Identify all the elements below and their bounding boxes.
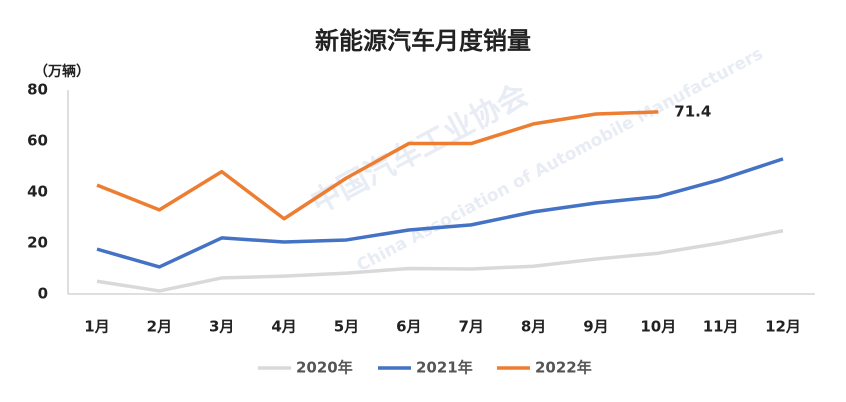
x-tick-label: 8月	[521, 318, 546, 336]
y-tick-label: 40	[27, 183, 48, 201]
legend-label: 2021年	[416, 359, 473, 377]
x-tick-label: 6月	[396, 318, 421, 336]
x-tick-label: 7月	[458, 318, 483, 336]
value-label: 71.4	[674, 102, 711, 120]
y-tick-label: 20	[27, 234, 48, 252]
y-tick-label: 0	[38, 285, 48, 303]
chart-title: 新能源汽车月度销量	[315, 27, 531, 55]
series-line	[96, 157, 784, 269]
series-line	[96, 229, 784, 293]
x-tick-label: 9月	[583, 318, 608, 336]
x-tick-label: 12月	[765, 318, 801, 336]
series-line	[96, 110, 659, 221]
legend-label: 2022年	[535, 359, 592, 377]
x-tick-label: 10月	[640, 318, 676, 336]
x-tick-label: 1月	[84, 318, 109, 336]
x-tick-label: 3月	[209, 318, 234, 336]
y-tick-label: 80	[27, 81, 48, 99]
x-tick-label: 11月	[703, 318, 739, 336]
x-tick-label: 2月	[147, 318, 172, 336]
y-axis-label: （万辆）	[34, 63, 90, 80]
y-tick-label: 60	[27, 132, 48, 150]
x-tick-label: 5月	[334, 318, 359, 336]
x-tick-label: 4月	[271, 318, 296, 336]
legend-label: 2020年	[296, 359, 353, 377]
